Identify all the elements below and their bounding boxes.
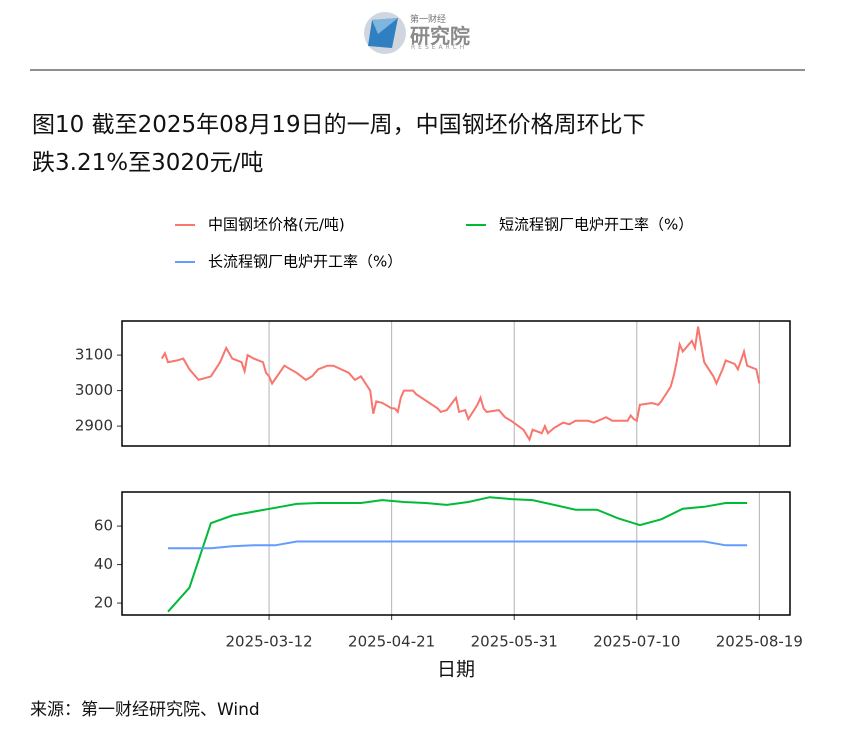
logo-text: 研究院 (410, 24, 470, 48)
legend-label: 长流程钢厂电炉开工率（%） (208, 253, 402, 271)
x-axis-label: 日期 (437, 659, 475, 681)
x-tick-label: 2025-07-10 (593, 633, 680, 651)
y-tick-label: 40 (94, 555, 113, 573)
logo-text: 第一财经 (410, 15, 447, 25)
data-line (167, 496, 748, 613)
legend-label: 中国钢坯价格(元/吨) (208, 216, 345, 234)
legend: 中国钢坯价格(元/吨) 短流程钢厂电炉开工率（%） 长流程钢厂电炉开工率（%） (175, 216, 693, 271)
logo-text: RESEARCH (411, 44, 468, 51)
chart-title: 图10 截至2025年08月19日的一周，中国钢坯价格周环比下 跌3.21%至3… (32, 112, 646, 176)
x-tick-label: 2025-08-19 (716, 633, 803, 651)
y-tick-label: 20 (94, 594, 113, 612)
y-tick-label: 3100 (75, 346, 113, 364)
logo-icon (364, 12, 406, 54)
data-line (160, 326, 761, 442)
source-note: 来源：第一财经研究院、Wind (30, 700, 260, 720)
x-tick-label: 2025-03-12 (225, 633, 312, 651)
legend-label: 短流程钢厂电炉开工率（%） (499, 216, 693, 234)
plot-frame (121, 320, 791, 447)
y-tick-label: 60 (94, 517, 113, 535)
plot-frame (121, 491, 791, 616)
data-line (168, 540, 748, 550)
x-tick-label: 2025-04-21 (348, 633, 435, 651)
y-tick-label: 3000 (75, 381, 113, 399)
y-tick-label: 2900 (75, 417, 113, 435)
x-tick-label: 2025-05-31 (471, 633, 558, 651)
